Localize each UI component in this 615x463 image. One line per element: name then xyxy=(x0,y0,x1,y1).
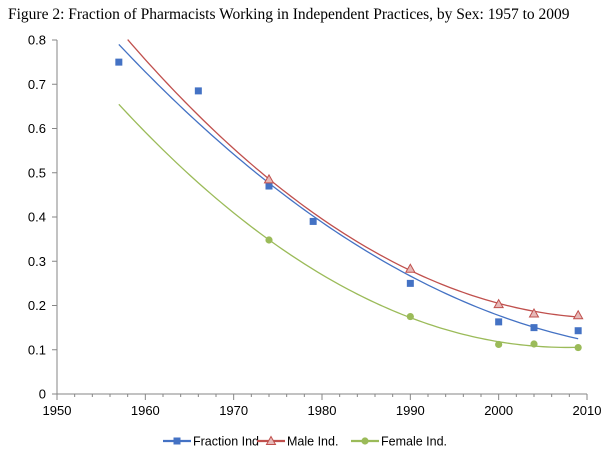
data-point-0-0 xyxy=(115,58,123,66)
axes: 0 0.1 0.2 0.3 0.4 0.5 0.6 0.7 0.8 1950 1960 1970 198… xyxy=(28,33,602,419)
y-tick-label: 0.4 xyxy=(28,210,46,225)
y-tick-label: 0.1 xyxy=(28,342,46,357)
y-tick-label: 0.6 xyxy=(28,121,46,136)
data-point-2-1 xyxy=(406,312,414,321)
data-point-1-4 xyxy=(572,309,584,320)
data-point-0-6 xyxy=(530,324,538,332)
x-tick-label: 2010 xyxy=(573,403,602,418)
legend-marker-1 xyxy=(265,435,277,445)
x-tick-label: 1980 xyxy=(308,403,337,418)
y-tick-label: 0.2 xyxy=(28,298,46,313)
trendline-2 xyxy=(118,103,579,349)
y-tick-label: 0 xyxy=(39,387,46,402)
data-point-0-1 xyxy=(194,87,202,95)
trendline-1 xyxy=(127,39,579,318)
x-tick-label: 2000 xyxy=(484,403,513,418)
data-point-0-5 xyxy=(495,318,503,326)
y-tick-label: 0.3 xyxy=(28,254,46,269)
data-point-1-0 xyxy=(263,173,275,184)
x-tick-label: 1970 xyxy=(219,403,248,418)
data-point-0-7 xyxy=(574,327,582,335)
y-tick-label: 0.5 xyxy=(28,165,46,180)
data-point-2-3 xyxy=(530,340,538,348)
data-point-2-2 xyxy=(495,340,503,349)
data-point-0-2 xyxy=(265,182,273,190)
legend-label-0: Fraction Ind xyxy=(193,435,259,449)
legend-marker-0 xyxy=(173,437,181,445)
data-point-2-0 xyxy=(265,236,273,244)
chart-title: Figure 2: Fraction of Pharmacists Workin… xyxy=(8,6,570,23)
x-tick-label: 1990 xyxy=(396,403,425,418)
data-point-1-1 xyxy=(404,263,416,273)
data-point-1-3 xyxy=(528,307,540,318)
legend-label-2: Female Ind. xyxy=(381,435,447,449)
legend-marker-2 xyxy=(361,437,369,445)
trendlines xyxy=(118,39,579,349)
data-point-1-2 xyxy=(493,298,505,309)
data-points xyxy=(115,58,584,352)
legend: Fraction Ind Male Ind. Female Ind. xyxy=(163,435,447,449)
x-tick-label: 1950 xyxy=(43,403,72,418)
y-tick-label: 0.7 xyxy=(28,77,46,92)
trendline-0 xyxy=(118,43,579,340)
legend-label-1: Male Ind. xyxy=(287,435,338,449)
data-point-0-3 xyxy=(309,217,317,225)
data-point-2-4 xyxy=(574,343,582,352)
y-tick-label: 0.8 xyxy=(28,33,46,48)
x-tick-label: 1960 xyxy=(131,403,160,418)
data-point-0-4 xyxy=(406,279,414,287)
